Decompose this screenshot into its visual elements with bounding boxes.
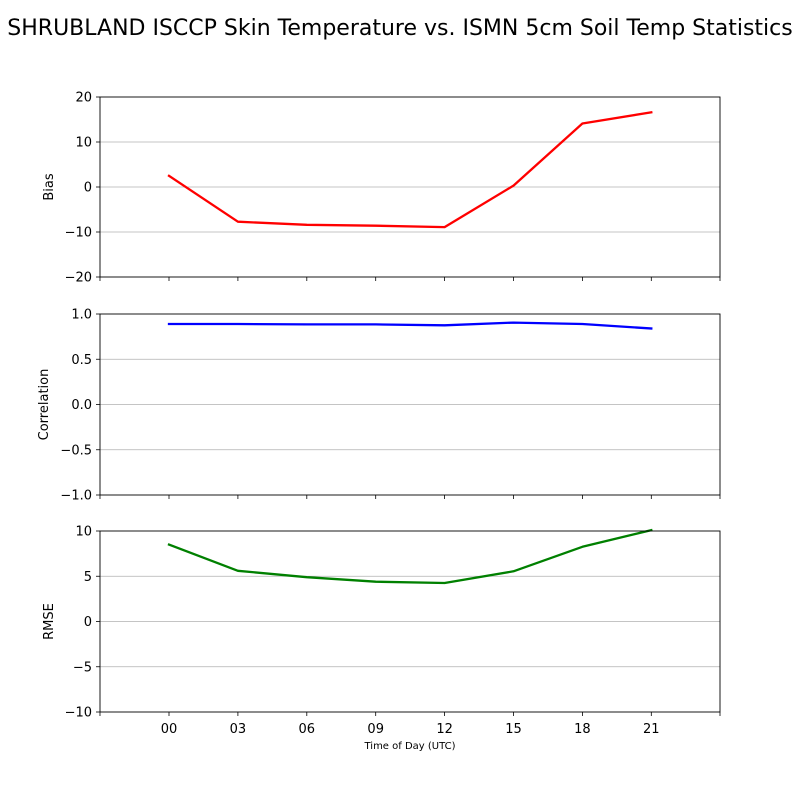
axes-frame [99,96,721,278]
x-tick-label: 00 [161,722,178,737]
y-tick-label: −10 [65,226,92,241]
data-point [444,324,446,326]
data-point [444,582,446,584]
x-tick-label: 18 [574,722,591,737]
y-tick-label: 0.0 [71,398,92,413]
y-tick-label: 1.0 [71,308,92,323]
chart-title: SHRUBLAND ISCCP Skin Temperature vs. ISM… [7,16,792,41]
y-tick-label: 5 [84,570,92,585]
data-point [513,322,515,324]
data-point [306,323,308,325]
y-axis-label: Correlation [37,369,52,441]
x-axis-label: Time of Day (UTC) [363,741,455,752]
data-point [375,225,377,227]
data-point [375,323,377,325]
data-point [168,323,170,325]
y-tick-label: 0 [84,181,92,196]
x-tick-label: 09 [367,722,384,737]
data-point [650,111,652,113]
y-tick-label: −5 [73,660,92,675]
y-tick-label: −0.5 [60,443,92,458]
axes-frame [99,530,721,713]
panel-correlation: 1.0 0.5 0.0 −0.5 −1.0 Correlation [37,308,721,504]
data-point [650,327,652,329]
x-tick-label: 03 [230,722,247,737]
y-tick-label: 0.5 [71,353,92,368]
data-point [168,175,170,177]
data-point [237,323,239,325]
x-tick-label: 06 [299,722,316,737]
data-point [306,576,308,578]
y-tick-label: −1.0 [60,489,92,504]
series-line-correlation [167,321,653,330]
data-point [375,581,377,583]
y-axis-label: Bias [42,173,57,200]
data-point [581,123,583,125]
axes-frame [99,313,721,496]
panel-bias: 20 10 0 −10 −20 Bias [42,91,721,286]
y-tick-label: −10 [65,706,92,721]
x-tick-label: 21 [643,722,660,737]
y-tick-label: 10 [75,136,92,151]
y-tick-label: 20 [75,91,92,106]
data-point [581,323,583,325]
data-point [168,544,170,546]
data-point [513,570,515,572]
data-point [237,221,239,223]
data-point [237,570,239,572]
data-point [444,226,446,228]
x-tick-label: 12 [436,722,453,737]
y-tick-label: −20 [65,271,92,286]
x-tick-label: 15 [505,722,522,737]
data-point [306,224,308,226]
panel-rmse: 10 5 0 −5 −10 00 03 06 09 12 15 18 21 RMSE [42,525,721,737]
y-tick-label: 0 [84,615,92,630]
y-tick-label: 10 [75,525,92,540]
data-point [581,546,583,548]
y-axis-label: RMSE [42,603,57,640]
data-point [513,185,515,187]
panels: 20 10 0 −10 −20 Bias 1.0 0.5 0.0 −0.5 −1.0 Correlat… [37,91,721,737]
series-line-bias [167,110,653,229]
series-line-rmse [167,528,653,585]
